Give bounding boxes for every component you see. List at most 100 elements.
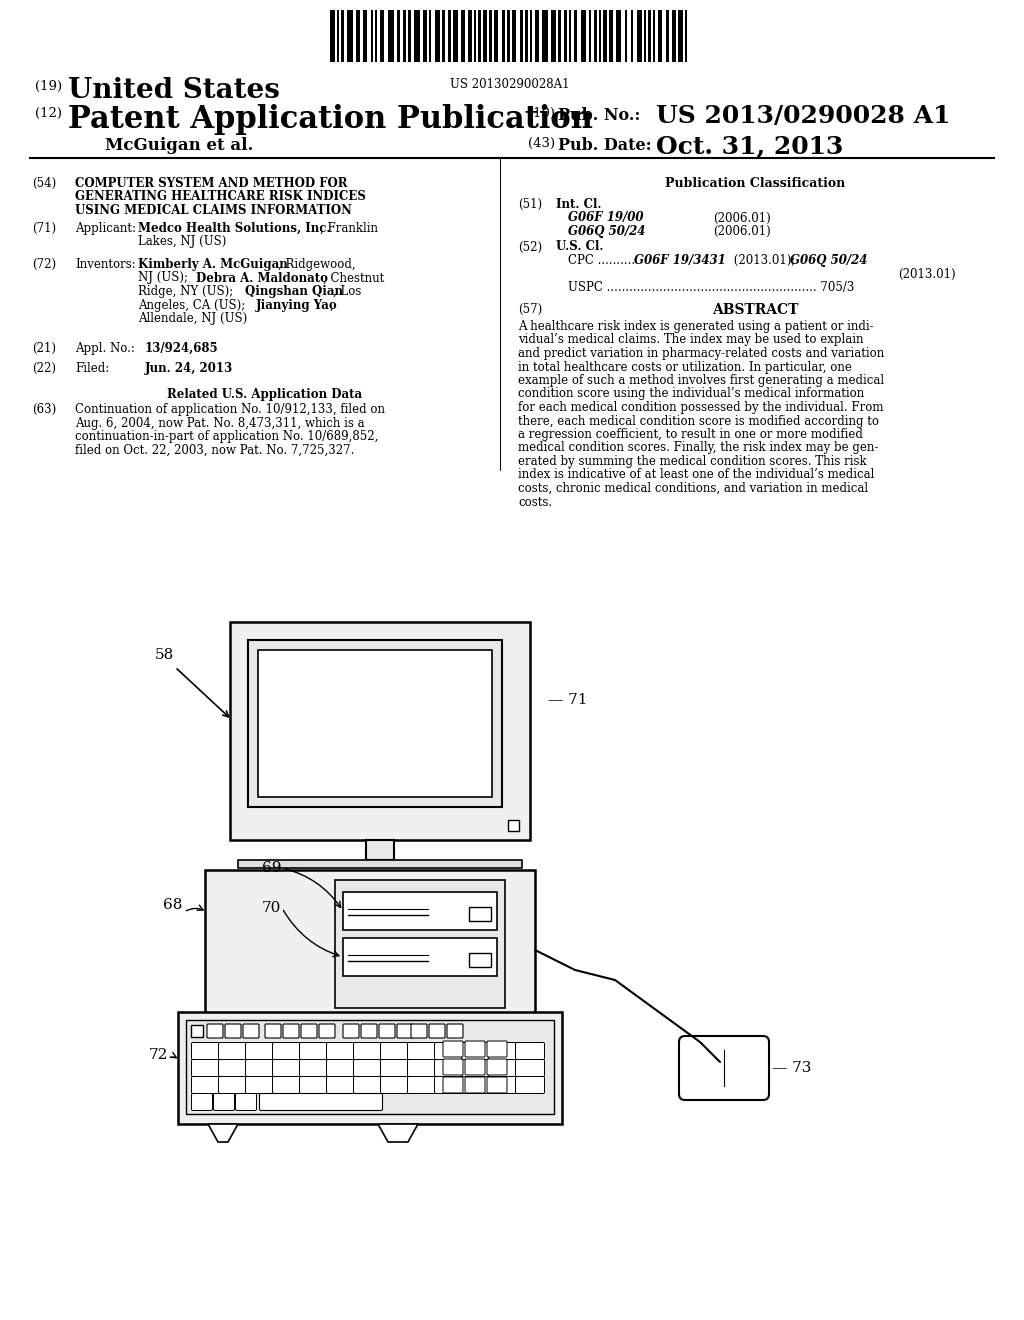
FancyBboxPatch shape [679, 1036, 769, 1100]
Text: erated by summing the medical condition scores. This risk: erated by summing the medical condition … [518, 455, 866, 469]
Bar [468, 11, 472, 62]
FancyBboxPatch shape [265, 1024, 281, 1038]
Text: USING MEDICAL CLAIMS INFORMATION: USING MEDICAL CLAIMS INFORMATION [75, 205, 352, 216]
Text: G06Q 50/24: G06Q 50/24 [790, 253, 867, 267]
FancyBboxPatch shape [353, 1060, 383, 1077]
FancyBboxPatch shape [218, 1077, 248, 1093]
Text: G06F 19/3431: G06F 19/3431 [634, 253, 726, 267]
Text: Debra A. Maldonato: Debra A. Maldonato [196, 272, 328, 285]
FancyBboxPatch shape [319, 1024, 335, 1038]
Text: (2006.01): (2006.01) [713, 224, 771, 238]
Bar [658, 11, 662, 62]
Text: — 71: — 71 [548, 693, 588, 708]
Text: Int. Cl.: Int. Cl. [556, 198, 601, 211]
FancyBboxPatch shape [272, 1077, 301, 1093]
Text: (2013.01): (2013.01) [898, 268, 955, 281]
Text: Inventors:: Inventors: [75, 257, 136, 271]
Text: in total healthcare costs or utilization. In particular, one: in total healthcare costs or utilization… [518, 360, 852, 374]
FancyBboxPatch shape [488, 1077, 517, 1093]
Bar [186, 1020, 554, 1114]
FancyBboxPatch shape [487, 1077, 507, 1093]
Text: (19): (19) [35, 81, 62, 92]
FancyBboxPatch shape [327, 1060, 355, 1077]
Bar [343, 892, 497, 931]
Text: index is indicative of at least one of the individual’s medical: index is indicative of at least one of t… [518, 469, 874, 482]
Text: Oct. 31, 2013: Oct. 31, 2013 [656, 135, 844, 158]
FancyBboxPatch shape [246, 1043, 274, 1060]
Text: Lakes, NJ (US): Lakes, NJ (US) [138, 235, 226, 248]
Bar [508, 820, 519, 832]
Bar [403, 11, 406, 62]
Text: a regression coefficient, to result in one or more modified: a regression coefficient, to result in o… [518, 428, 863, 441]
Bar [341, 11, 344, 62]
Polygon shape [208, 1125, 238, 1142]
Bar [362, 11, 367, 62]
Text: (63): (63) [32, 403, 56, 416]
Bar [564, 11, 567, 62]
Text: Filed:: Filed: [75, 362, 110, 375]
Text: Allendale, NJ (US): Allendale, NJ (US) [138, 312, 247, 325]
Bar [258, 649, 492, 797]
Text: US 20130290028A1: US 20130290028A1 [451, 78, 569, 91]
Bar [599, 11, 601, 62]
Bar [366, 840, 394, 861]
FancyBboxPatch shape [434, 1077, 464, 1093]
Text: continuation-in-part of application No. 10/689,852,: continuation-in-part of application No. … [75, 430, 379, 444]
Bar [520, 11, 523, 62]
FancyBboxPatch shape [361, 1024, 377, 1038]
Text: (54): (54) [32, 177, 56, 190]
FancyBboxPatch shape [515, 1043, 545, 1060]
FancyBboxPatch shape [488, 1060, 517, 1077]
FancyBboxPatch shape [327, 1077, 355, 1093]
Text: Medco Health Solutions, Inc.: Medco Health Solutions, Inc. [138, 222, 331, 235]
Bar [685, 11, 687, 62]
FancyBboxPatch shape [487, 1059, 507, 1074]
Text: there, each medical condition score is modified according to: there, each medical condition score is m… [518, 414, 879, 428]
Text: (71): (71) [32, 222, 56, 235]
Bar [248, 640, 502, 807]
Bar [512, 11, 516, 62]
Bar [414, 11, 420, 62]
Text: Pub. No.:: Pub. No.: [558, 107, 640, 124]
Text: condition score using the individual’s medical information: condition score using the individual’s m… [518, 388, 864, 400]
FancyBboxPatch shape [299, 1077, 329, 1093]
Bar [542, 11, 548, 62]
Text: (51): (51) [518, 198, 542, 211]
Bar [191, 1026, 203, 1038]
FancyBboxPatch shape [443, 1077, 463, 1093]
Bar [330, 11, 335, 62]
FancyBboxPatch shape [462, 1077, 490, 1093]
Bar [469, 953, 490, 968]
FancyBboxPatch shape [191, 1077, 220, 1093]
FancyBboxPatch shape [515, 1060, 545, 1077]
Bar [429, 11, 431, 62]
Bar [672, 11, 676, 62]
Text: Qingshan Qian: Qingshan Qian [245, 285, 343, 298]
FancyBboxPatch shape [327, 1043, 355, 1060]
FancyBboxPatch shape [381, 1077, 410, 1093]
Bar [483, 11, 487, 62]
FancyBboxPatch shape [353, 1077, 383, 1093]
FancyBboxPatch shape [301, 1024, 317, 1038]
Bar [435, 11, 440, 62]
Text: ABSTRACT: ABSTRACT [712, 302, 798, 317]
Text: costs, chronic medical conditions, and variation in medical: costs, chronic medical conditions, and v… [518, 482, 868, 495]
Text: medical condition scores. Finally, the risk index may be gen-: medical condition scores. Finally, the r… [518, 441, 879, 454]
FancyBboxPatch shape [246, 1060, 274, 1077]
Text: — 73: — 73 [772, 1061, 811, 1074]
Text: vidual’s medical claims. The index may be used to explain: vidual’s medical claims. The index may b… [518, 334, 863, 346]
Bar [507, 11, 510, 62]
Text: , Los: , Los [333, 285, 361, 298]
Bar [502, 11, 505, 62]
Text: Related U.S. Application Data: Related U.S. Application Data [168, 388, 362, 401]
FancyBboxPatch shape [236, 1093, 256, 1110]
Bar [530, 11, 532, 62]
Bar [581, 11, 586, 62]
FancyBboxPatch shape [462, 1043, 490, 1060]
FancyBboxPatch shape [218, 1043, 248, 1060]
Text: 70: 70 [262, 902, 282, 915]
Text: Appl. No.:: Appl. No.: [75, 342, 135, 355]
Text: G06F 19/00: G06F 19/00 [568, 211, 643, 224]
Text: Jianying Yao: Jianying Yao [256, 298, 338, 312]
Bar [594, 11, 597, 62]
